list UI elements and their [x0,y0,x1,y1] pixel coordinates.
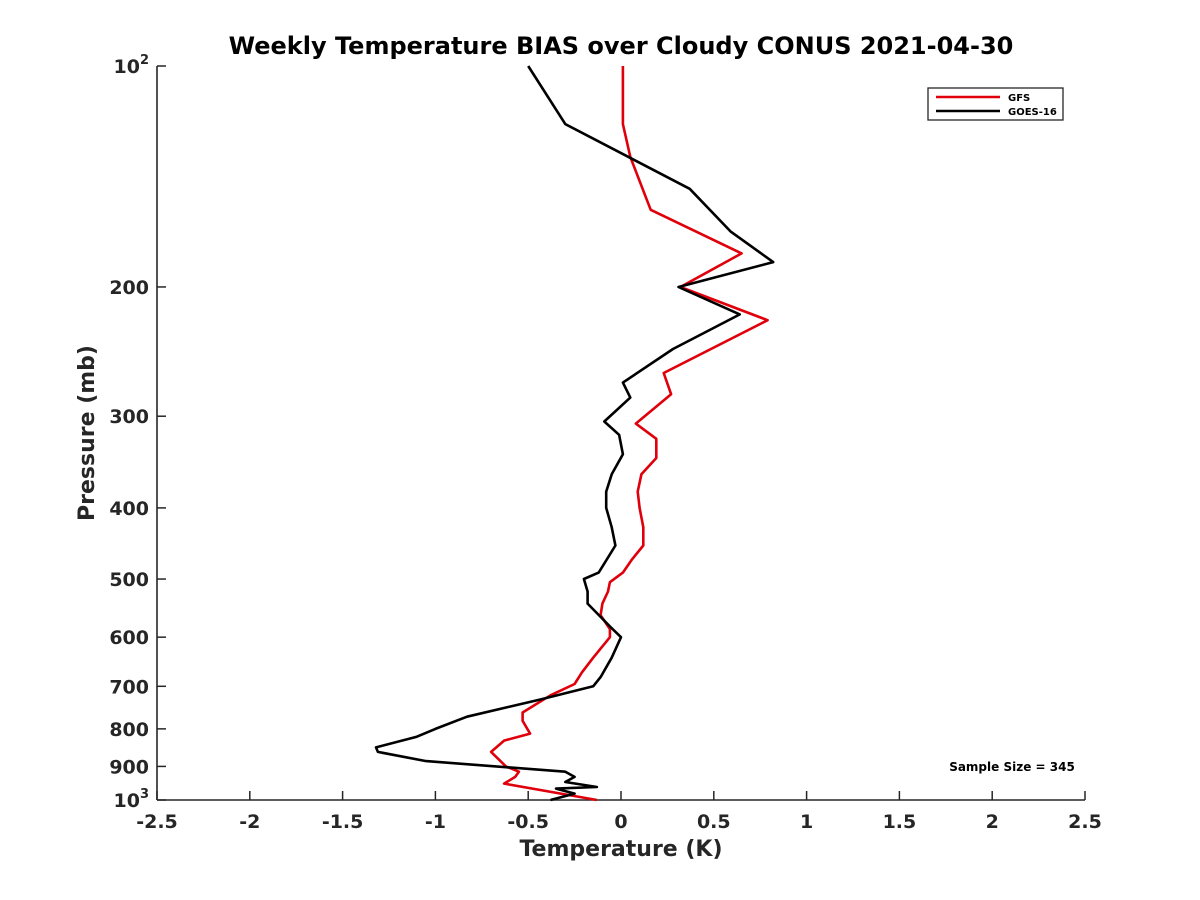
x-axis-label: Temperature (K) [519,837,722,862]
x-tick-label: -2.5 [136,811,178,833]
x-tick-label: -1.5 [322,811,364,833]
y-tick-label: 800 [109,719,149,741]
x-tick-label: 0 [614,811,627,833]
plot-axes: -2.5 -2 -1.5 -1 -0.5 0 0.5 1 1.5 2 2.5 102 200 300 400… [109,53,1102,833]
legend-label: GFS [1008,93,1030,104]
y-tick-label: 102 [114,53,150,78]
chart-title: Weekly Temperature BIAS over Cloudy CONU… [229,32,1014,60]
x-tick-label: 1 [800,811,813,833]
x-tick-label: 1.5 [883,811,917,833]
series-layer [374,65,775,802]
y-tick-label: 700 [109,676,149,698]
y-tick-label: 600 [109,627,149,649]
legend: GFS GOES-16 [927,87,1064,121]
legend-box [927,87,1064,121]
series-line-goes-16 [374,65,775,802]
y-tick-label: 900 [109,756,149,778]
x-tick-label: 2 [986,811,999,833]
y-tick-label: 400 [109,498,149,520]
y-tick-label: 500 [109,569,149,591]
series-line-gfs [489,66,769,802]
y-tick-label: 300 [109,406,149,428]
x-tick-label: -0.5 [507,811,549,833]
y-axis-label: Pressure (mb) [75,345,100,521]
legend-label: GOES-16 [1008,107,1057,118]
sample-size-annotation: Sample Size = 345 [949,760,1075,774]
y-tick-label: 103 [114,787,150,812]
x-tick-label: -2 [239,811,260,833]
x-tick-label: -1 [425,811,446,833]
x-tick-label: 0.5 [697,811,731,833]
x-tick-label: 2.5 [1068,811,1102,833]
y-tick-label: 200 [109,277,149,299]
